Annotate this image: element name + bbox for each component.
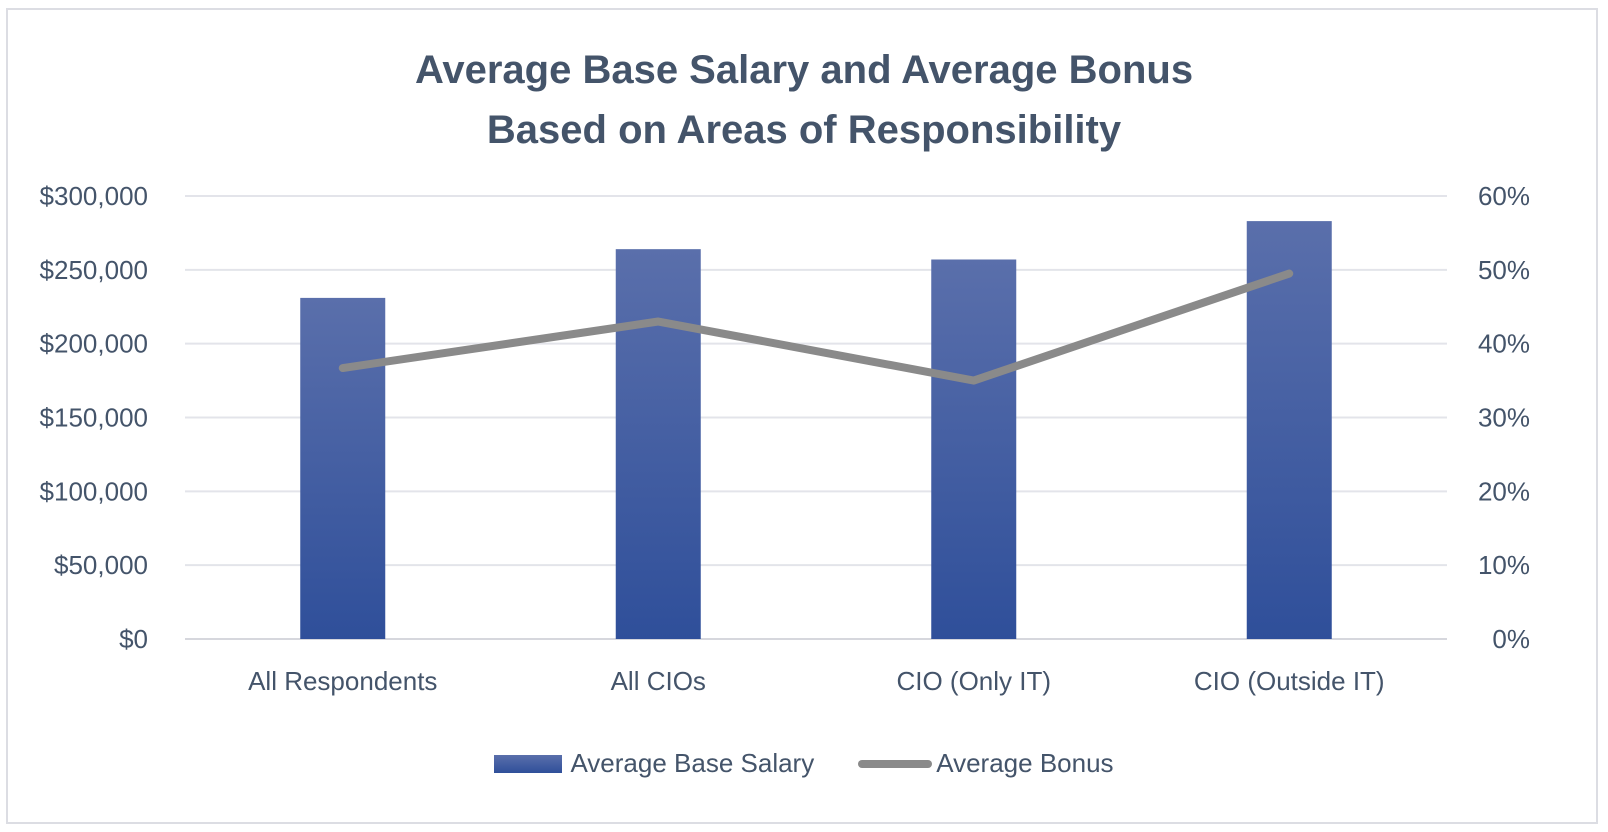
x-tick-label: All Respondents — [248, 666, 437, 696]
y-left-tick-label: $0 — [119, 624, 148, 654]
y-right-tick-label: 60% — [1478, 181, 1530, 211]
y-right-tick-label: 30% — [1478, 403, 1530, 433]
bar-average-base-salary — [300, 297, 386, 639]
y-right-tick-label: 40% — [1478, 329, 1530, 359]
chart-frame — [6, 8, 1598, 824]
y-right-tick-label: 20% — [1478, 476, 1530, 506]
bar-average-base-salary — [931, 259, 1017, 639]
y-left-tick-label: $100,000 — [40, 476, 148, 506]
bar-average-base-salary — [1246, 221, 1332, 639]
line-average-bonus — [338, 269, 1294, 385]
y-left-tick-label: $300,000 — [40, 181, 148, 211]
legend-item-bonus: Average Bonus — [858, 748, 1114, 779]
legend-label-bonus: Average Bonus — [936, 748, 1114, 778]
y-left-tick-label: $150,000 — [40, 403, 148, 433]
y-left-tick-label: $50,000 — [54, 550, 148, 580]
legend-item-salary: Average Base Salary — [494, 748, 814, 779]
chart-title-line-1: Average Base Salary and Average Bonus — [414, 48, 1194, 92]
y-right-tick-label: 10% — [1478, 550, 1530, 580]
y-right-tick-label: 0% — [1492, 624, 1530, 654]
y-right-tick-label: 50% — [1478, 255, 1530, 285]
y-left-tick-label: $200,000 — [40, 329, 148, 359]
legend-swatch-bonus — [858, 759, 933, 768]
x-tick-label: CIO (Outside IT) — [1194, 666, 1385, 696]
chart-title-line-2: Based on Areas of Responsibility — [486, 108, 1122, 152]
chart-legend: Average Base Salary Average Bonus — [0, 748, 1608, 779]
x-tick-label: All CIOs — [611, 666, 706, 696]
x-tick-label: CIO (Only IT) — [896, 666, 1051, 696]
legend-swatch-salary — [494, 754, 563, 773]
chart-title: Average Base Salary and Average Bonus Ba… — [0, 40, 1608, 160]
bar-average-base-salary — [615, 249, 701, 639]
y-left-tick-label: $250,000 — [40, 255, 148, 285]
legend-label-salary: Average Base Salary — [570, 748, 815, 778]
